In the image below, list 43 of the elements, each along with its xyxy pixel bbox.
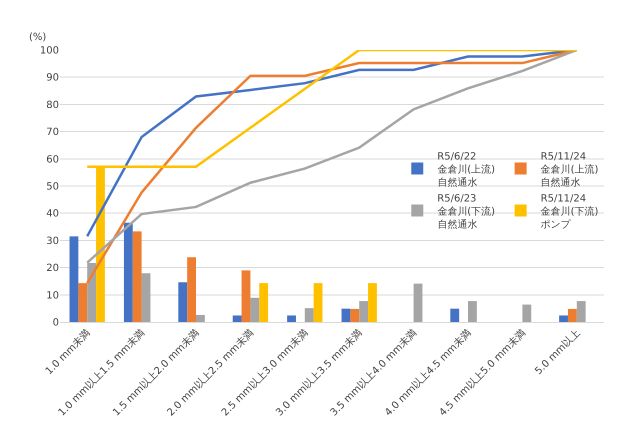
bar: [232, 315, 242, 322]
x-tick-label: 1.0 mm未満: [42, 327, 93, 378]
bar: [259, 283, 268, 322]
bar: [368, 283, 377, 322]
y-tick-label: 30: [46, 236, 59, 247]
bar: [559, 315, 568, 322]
bar: [342, 308, 350, 322]
legend-label: R5/11/24 金倉川(上流) 自然通水: [540, 151, 599, 188]
y-tick-label: 80: [46, 100, 59, 111]
bar: [359, 301, 368, 322]
legend-label: R5/6/22 金倉川(上流) 自然通水: [437, 151, 496, 188]
bar: [314, 283, 322, 322]
bar: [568, 308, 577, 322]
bar: [287, 315, 296, 322]
y-tick-label: 0: [52, 318, 59, 328]
bar: [178, 282, 188, 322]
y-tick-label: 20: [46, 263, 59, 274]
bar: [70, 236, 78, 322]
bar: [450, 308, 460, 322]
y-tick-label: 90: [46, 72, 59, 84]
y-axis-title: (%): [29, 32, 46, 43]
bar: [132, 231, 142, 322]
bar: [304, 308, 314, 322]
bar: [250, 298, 260, 322]
bar: [576, 301, 586, 322]
bar: [196, 314, 205, 322]
y-tick-label: 10: [46, 290, 59, 302]
bar: [468, 301, 477, 322]
y-tick-label: 60: [46, 154, 59, 166]
legend-label: R5/6/23 金倉川(下流) 自然通水: [437, 193, 496, 230]
x-tick-label: 5.0 mm以上: [532, 327, 582, 378]
bar: [522, 304, 532, 322]
y-tick-label: 40: [46, 208, 59, 220]
bar: [187, 257, 196, 322]
bar: [242, 270, 250, 322]
bar: [124, 222, 133, 322]
y-tick-label: 50: [46, 182, 59, 192]
bar: [414, 284, 422, 322]
bar: [142, 273, 150, 322]
y-tick-label: 70: [46, 127, 59, 138]
y-tick-label: 100: [40, 46, 59, 56]
legend-label: R5/11/24 金倉川(下流) ポンプ: [540, 193, 599, 230]
bar: [350, 308, 360, 322]
